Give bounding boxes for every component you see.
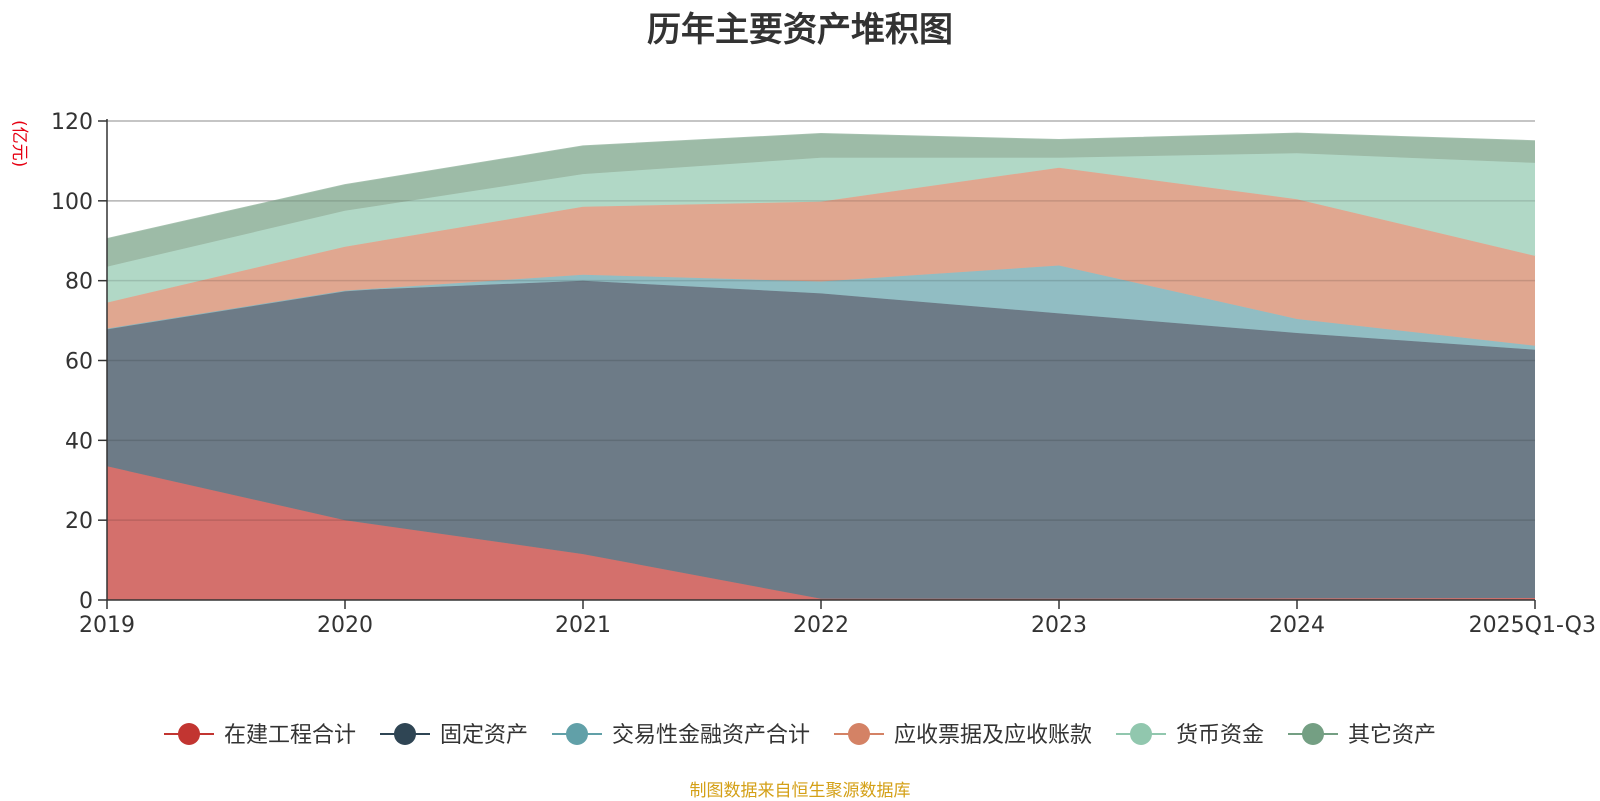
x-tick-label: 2022 bbox=[793, 613, 849, 638]
y-tick-label: 120 bbox=[51, 110, 93, 135]
legend-circle-marker bbox=[178, 723, 200, 745]
legend-label: 在建工程合计 bbox=[224, 723, 356, 748]
x-tick-label: 2019 bbox=[79, 613, 135, 638]
x-tick-label: 2024 bbox=[1269, 613, 1325, 638]
y-tick-label: 40 bbox=[65, 429, 93, 454]
legend-item-1[interactable]: 固定资产 bbox=[380, 723, 528, 748]
area-series-line-5 bbox=[106, 132, 1536, 240]
legend-circle-marker bbox=[566, 723, 588, 745]
legend-label: 固定资产 bbox=[440, 723, 528, 748]
legend-item-4[interactable]: 货币资金 bbox=[1116, 723, 1264, 748]
area-series-4[interactable] bbox=[107, 153, 1535, 303]
area-series-2[interactable] bbox=[107, 265, 1535, 350]
legend: 在建工程合计 固定资产 交易性金融资产合计 应收票据及应收账款 货币资金 其它资产 bbox=[164, 723, 1436, 748]
y-tick-label: 20 bbox=[65, 509, 93, 534]
legend-item-2[interactable]: 交易性金融资产合计 bbox=[552, 723, 810, 748]
legend-item-0[interactable]: 在建工程合计 bbox=[164, 723, 356, 748]
x-tick-label: 2021 bbox=[555, 613, 611, 638]
legend-label: 其它资产 bbox=[1348, 723, 1436, 748]
legend-item-5[interactable]: 其它资产 bbox=[1288, 723, 1436, 748]
area-series-5[interactable] bbox=[107, 133, 1535, 267]
x-tick-label: 2025Q1-Q3 bbox=[1469, 613, 1596, 638]
y-tick-label: 80 bbox=[65, 270, 93, 295]
y-tick-label: 100 bbox=[51, 190, 93, 215]
legend-label: 货币资金 bbox=[1176, 723, 1264, 748]
area-series bbox=[106, 132, 1536, 600]
source-note: 制图数据来自恒生聚源数据库 bbox=[689, 781, 911, 801]
legend-circle-marker bbox=[848, 723, 870, 745]
y-tick-label: 60 bbox=[65, 350, 93, 375]
legend-circle-marker bbox=[394, 723, 416, 745]
area-series-1[interactable] bbox=[107, 280, 1535, 599]
area-series-0[interactable] bbox=[107, 466, 1535, 600]
area-series-3[interactable] bbox=[107, 167, 1535, 346]
legend-label: 应收票据及应收账款 bbox=[894, 723, 1092, 748]
x-tick-label: 2023 bbox=[1031, 613, 1087, 638]
legend-circle-marker bbox=[1302, 723, 1324, 745]
legend-label: 交易性金融资产合计 bbox=[612, 723, 810, 748]
y-tick-label: 0 bbox=[79, 589, 93, 614]
x-tick-label: 2020 bbox=[317, 613, 373, 638]
chart-title: 历年主要资产堆积图 bbox=[647, 10, 953, 50]
legend-item-3[interactable]: 应收票据及应收账款 bbox=[834, 723, 1092, 748]
legend-circle-marker bbox=[1130, 723, 1152, 745]
axes: 0 20 40 60 80 100 120 2019 2020 2021 2022 2023 2024 2… bbox=[51, 110, 1596, 638]
